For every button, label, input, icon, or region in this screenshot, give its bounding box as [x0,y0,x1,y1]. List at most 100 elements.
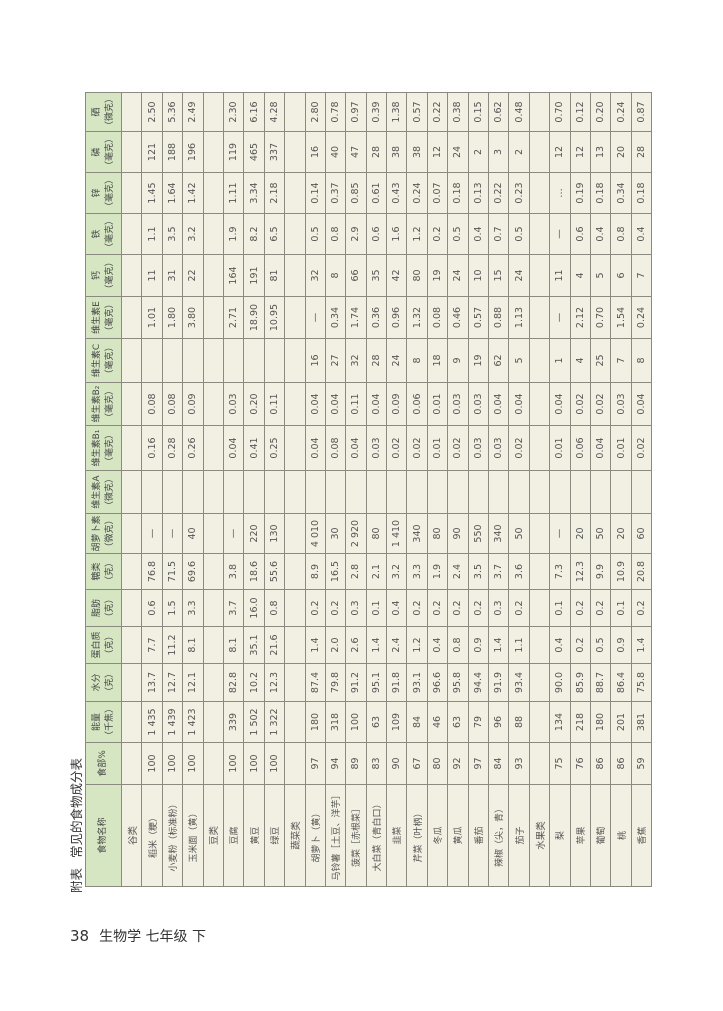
column-header-name: 锌 [91,188,102,198]
column-header-unit: （毫克） [104,299,115,336]
table-cell: 0.28 [162,425,183,471]
column-header-name: 硒 [91,107,102,117]
table-cell: 0.2 [468,589,489,627]
column-header-name: 维生素E [91,301,102,334]
table-cell [121,382,142,426]
table-cell: 28 [366,338,387,383]
column-header-unit: （千焦） [104,704,115,741]
table-cell: 3.6 [508,553,530,590]
table-cell: 11.2 [162,626,183,664]
table-cell: 0.88 [488,296,509,339]
column-header: 硒（微克） [85,92,122,132]
table-cell [284,701,306,743]
table-cell: 1 502 [243,701,265,743]
table-cell: 38 [386,131,407,173]
table-cell: 0.15 [468,92,489,132]
table-cell: 6.5 [264,213,285,255]
table-cell: 0.02 [631,425,652,471]
table-cell: 87.4 [305,663,326,702]
table-cell: 0.6 [570,213,591,255]
table-cell [203,382,224,426]
column-header-name: 维生素B₁ [91,429,102,467]
column-header: 水分 （克） [85,663,122,702]
table-cell [203,742,224,785]
table-cell: 0.43 [386,172,407,214]
table-cell [345,470,367,514]
food-name: 黄豆 [243,784,265,887]
table-cell [182,470,204,514]
table-cell: 0.04 [345,425,367,471]
table-cell: 1.74 [345,296,367,339]
table-cell: 1.4 [366,626,387,664]
table-cell: 0.03 [223,382,244,426]
column-header-unit: （克） [104,558,115,586]
table-cell [203,553,224,590]
table-cell: 201 [610,701,632,743]
column-header-name: 维生素C [91,343,102,378]
table-cell: 63 [366,701,387,743]
table-cell: 91.2 [345,663,367,702]
food-name: 稻米（粳） [141,784,163,887]
column-header-unit: （克） [104,631,115,659]
table-cell [203,701,224,743]
table-cell: 0.04 [223,425,244,471]
table-cell: 8 [325,254,346,297]
table-cell [203,470,224,514]
column-header-unit: （毫克） [104,216,115,253]
table-cell: 12 [427,131,448,173]
table-cell: 80 [427,742,448,785]
table-cell [529,382,550,426]
table-cell: 95.8 [447,663,469,702]
table-cell [284,338,306,383]
table-cell: 80 [406,254,428,297]
table-cell: 0.1 [549,589,571,627]
table-cell: 11 [549,254,571,297]
table-cell: 0.06 [406,382,428,426]
table-cell [284,254,306,297]
table-cell: 0.02 [386,425,407,471]
table-row: 稻米（粳） 100 1 435 13.7 7.7 0.6 76.8— 0.16 0.08 1.01… [141,92,163,887]
table-cell: 339 [223,701,244,743]
table-cell: 130 [264,513,285,554]
table-row: 芹菜（叶柄） 67 84 93.1 1.2 0.2 3.3 340 0.02 0.06 8 1.32 8… [406,92,428,887]
table-cell [203,663,224,702]
table-cell: — [223,513,244,554]
table-cell: 0.2 [427,589,448,627]
table-cell: 188 [162,131,183,173]
table-cell: 97 [305,742,326,785]
table-cell: 96 [488,701,509,743]
table-cell: 3.8 [223,553,244,590]
column-header: 食部% [85,742,122,785]
table-cell: 0.03 [447,382,469,426]
table-cell: 0.2 [305,589,326,627]
table-cell: 80 [366,513,387,554]
table-cell [162,338,183,383]
table-cell: 5.36 [162,92,183,132]
table-cell: 0.5 [508,213,530,255]
table-cell: 196 [182,131,204,173]
table-cell: 1.2 [406,626,428,664]
table-cell: 0.2 [427,213,448,255]
table-cell: 134 [549,701,571,743]
table-cell: 1 410 [386,513,407,554]
food-name: 苹果 [570,784,591,887]
table-cell: 25 [590,338,611,383]
table-cell: 18 [427,338,448,383]
table-cell: 0.34 [325,296,346,339]
table-cell: 0.3 [345,589,367,627]
table-row: 葡萄 86 180 88.7 0.5 0.2 9.9 50 0.04 0.02 25 0.70 5 0.4… [590,92,611,887]
table-row: 韭菜 90 109 91.8 2.4 0.4 3.2 1 410 0.02 0.09 24 0.96 4… [386,92,407,887]
table-row: 玉米面（黄） 100 1 423 12.1 8.1 3.3 69.6 40 0.26 0.09 3.… [182,92,204,887]
table-cell: 0.01 [610,425,632,471]
table-cell: 3.3 [406,553,428,590]
table-cell: 16 [305,131,326,173]
table-cell: 86 [590,742,611,785]
table-cell [529,553,550,590]
table-cell: 0.02 [508,425,530,471]
food-name: 桃 [610,784,632,887]
table-cell [508,470,530,514]
column-header-name: 维生素B₂ [91,385,102,423]
table-cell: 4 [570,254,591,297]
table-cell: 0.2 [631,589,652,627]
table-cell: 0.08 [162,382,183,426]
